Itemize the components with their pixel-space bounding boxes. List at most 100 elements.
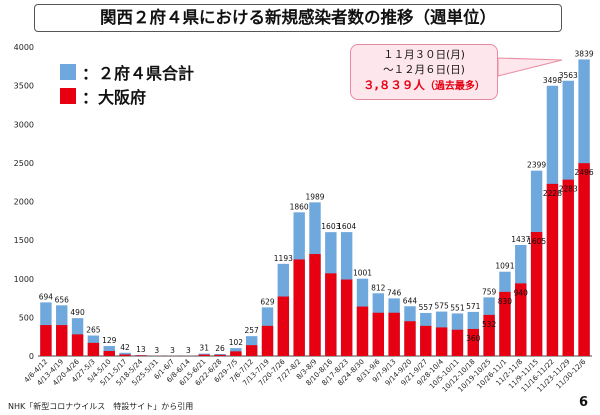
data-label-total: 3563 [559, 71, 578, 80]
bar-osaka [245, 345, 258, 356]
bar-osaka [325, 273, 337, 356]
data-label-total: 575 [434, 302, 449, 311]
bar-osaka [499, 291, 511, 356]
bar-osaka [467, 328, 479, 356]
y-tick-label: 3000 [14, 120, 34, 129]
bar-osaka [483, 314, 495, 356]
bar-osaka [388, 312, 400, 356]
bar-osaka [340, 279, 353, 356]
data-label-total: 1437 [511, 235, 530, 244]
page-number: 6 [579, 395, 589, 410]
data-label-total: 3839 [575, 49, 594, 58]
data-label-total: 551 [450, 303, 465, 312]
data-label-total: 26 [215, 344, 225, 353]
data-label-total: 490 [70, 308, 85, 317]
data-label-osaka: 360 [466, 334, 481, 343]
bar-osaka [71, 334, 84, 356]
bar-osaka [372, 312, 385, 356]
bar-osaka [309, 254, 321, 356]
y-tick-label: 500 [19, 313, 34, 322]
callout-value-line: ３,８３９人（過去最多） [351, 78, 497, 94]
y-tick-label: 4000 [14, 43, 34, 52]
data-label-total: 1603 [321, 222, 340, 231]
data-label-total: 265 [86, 326, 101, 335]
data-label-total: 812 [371, 283, 386, 292]
bar-osaka [562, 179, 574, 356]
bar-osaka [261, 325, 274, 356]
callout-date-start: １１月３０日(月) [383, 49, 465, 61]
callout-pointer [497, 57, 563, 77]
data-label-total: 656 [55, 295, 70, 304]
y-tick-label: 3500 [14, 82, 34, 91]
bar-osaka [578, 163, 590, 356]
data-label-total: 571 [466, 302, 481, 311]
data-label-total: 31 [199, 344, 209, 353]
y-tick-label: 1500 [14, 236, 34, 245]
data-label-total: 102 [229, 338, 244, 347]
chart-title: 関西２府４県における新規感染者数の推移（週単位） [34, 4, 562, 32]
bar-osaka [214, 354, 226, 356]
bar-osaka [277, 296, 290, 356]
data-label-total: 1001 [353, 269, 372, 278]
legend-swatch-total [60, 64, 76, 80]
bar-total [119, 352, 131, 356]
data-label-osaka: 532 [482, 320, 497, 329]
data-label-total: 1860 [290, 202, 309, 211]
data-label-total: 557 [419, 303, 434, 312]
data-label-total: 129 [102, 336, 117, 345]
legend-label-total: ：２府４県合計 [82, 64, 195, 83]
legend-item-osaka: ：大阪府 [60, 84, 194, 108]
data-label-total: 1604 [337, 222, 356, 231]
bar-osaka [135, 355, 147, 356]
chart-bars [40, 59, 590, 357]
y-tick-label: 2000 [14, 198, 34, 207]
data-label-total: 629 [260, 297, 275, 306]
data-label-total: 2399 [527, 161, 546, 170]
data-label-total: 1193 [274, 254, 293, 263]
data-label-osaka: 2496 [575, 168, 594, 177]
data-label-total: 644 [403, 296, 418, 305]
bar-osaka [56, 325, 68, 356]
data-label-total: 257 [245, 326, 260, 335]
bar-osaka [198, 354, 210, 356]
data-label-osaka: 940 [514, 288, 529, 297]
data-label-total: 1091 [495, 262, 514, 271]
bar-osaka [546, 183, 559, 356]
legend: ：２府４県合計 ：大阪府 [60, 60, 194, 108]
source-credit: NHK「新型コロナウイルス 特設サイト」から引用 [8, 402, 194, 411]
bar-osaka [40, 325, 52, 356]
data-label-total: 3 [170, 346, 175, 355]
data-label-total: 3 [154, 346, 159, 355]
callout-date-end: ～１２月６日(日) [383, 64, 465, 76]
bar-osaka [420, 325, 432, 356]
bar-osaka [435, 327, 448, 356]
bar-osaka [103, 350, 115, 356]
data-label-total: 746 [387, 288, 402, 297]
legend-swatch-osaka [60, 88, 76, 104]
y-tick-label: 1000 [14, 275, 34, 284]
bar-osaka [230, 351, 242, 356]
bar-osaka [119, 354, 131, 356]
bar-osaka [293, 259, 305, 356]
bar-osaka [404, 321, 416, 356]
bar-osaka [530, 232, 543, 356]
legend-item-total: ：２府４県合計 [60, 60, 194, 84]
data-label-total: 1989 [305, 192, 324, 201]
data-label-total: 3 [186, 346, 191, 355]
y-tick-label: 0 [29, 352, 34, 361]
data-label-total: 13 [136, 345, 146, 354]
legend-label-osaka: ：大阪府 [82, 88, 147, 107]
data-label-total: 42 [120, 343, 130, 352]
data-label-total: 3498 [543, 76, 562, 85]
y-tick-label: 2500 [14, 159, 34, 168]
callout-value: ３,８３９人 [363, 78, 425, 92]
data-label-total: 759 [482, 287, 497, 296]
bar-osaka [515, 283, 527, 356]
data-label-osaka: 830 [498, 297, 513, 306]
data-label-total: 694 [39, 292, 54, 301]
data-label-osaka: 1605 [527, 237, 546, 246]
record-callout: １１月３０日(月) ～１２月６日(日) ３,８３９人（過去最多） [350, 44, 498, 100]
data-label-osaka: 2283 [559, 185, 578, 194]
